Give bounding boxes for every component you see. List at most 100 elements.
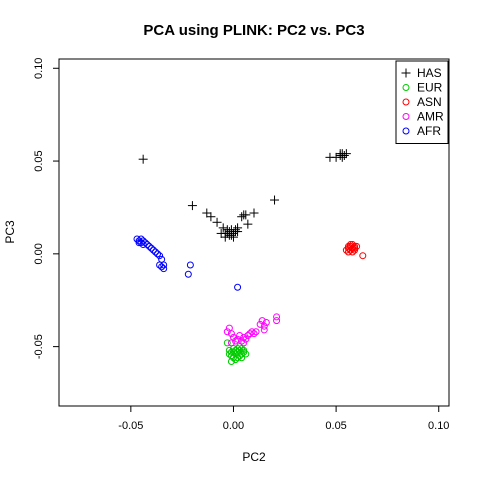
point-afr-10 [154, 250, 162, 258]
legend-label-asn: ASN [417, 95, 442, 109]
point-has-5 [218, 223, 228, 233]
point-eur-16 [227, 357, 235, 365]
y-tick-label-1: 0.00 [33, 243, 45, 264]
point-has-24 [243, 219, 253, 229]
point-asn-0 [342, 246, 350, 254]
legend-label-amr: AMR [417, 110, 444, 124]
point-amr-2 [227, 330, 235, 338]
point-afr-14 [158, 263, 166, 271]
point-amr-15 [262, 318, 270, 326]
point-amr-1 [223, 328, 231, 336]
point-afr-16 [160, 261, 168, 269]
x-tick-label-0: -0.05 [118, 420, 143, 432]
x-axis: -0.05 0.00 0.05 0.10 [118, 406, 449, 432]
point-has-3 [206, 212, 216, 222]
point-amr-19 [248, 328, 256, 336]
series-has [138, 149, 351, 242]
point-asn-6 [349, 244, 357, 252]
point-afr-8 [149, 246, 157, 254]
point-asn-14 [359, 252, 367, 260]
point-afr-6 [145, 242, 153, 250]
x-axis-label: PC2 [242, 450, 266, 464]
legend-label-has: HAS [417, 66, 442, 80]
point-eur-5 [229, 348, 237, 356]
point-has-0 [138, 154, 148, 164]
point-asn-13 [353, 242, 361, 250]
y-axis-label: PC3 [3, 220, 17, 244]
series-afr [133, 235, 242, 291]
point-has-14 [224, 230, 234, 240]
point-amr-8 [244, 331, 252, 339]
point-has-19 [228, 232, 238, 242]
y-tick-label-3: 0.10 [33, 58, 45, 79]
point-amr-14 [260, 322, 268, 330]
point-eur-12 [238, 350, 246, 358]
point-has-20 [233, 223, 243, 233]
point-has-15 [220, 228, 230, 238]
point-amr-7 [242, 335, 250, 343]
point-amr-9 [246, 330, 254, 338]
x-tick-label-1: 0.00 [223, 420, 244, 432]
point-has-4 [212, 217, 222, 227]
point-afr-9 [151, 248, 159, 256]
point-afr-3 [139, 237, 147, 245]
point-has-1 [187, 201, 197, 211]
legend-label-eur: EUR [417, 81, 443, 95]
point-eur-11 [240, 346, 248, 354]
point-has-32 [337, 152, 347, 162]
data-points [133, 149, 367, 365]
x-tick-label-3: 0.10 [428, 420, 449, 432]
point-afr-17 [135, 239, 143, 247]
point-afr-13 [156, 261, 164, 269]
point-afr-21 [186, 261, 194, 269]
plot-area-frame [58, 58, 450, 407]
point-has-2 [202, 208, 212, 218]
point-eur-18 [234, 344, 242, 352]
legend-marker-eur [402, 84, 410, 91]
point-afr-15 [160, 265, 168, 273]
legend-marker-amr [402, 113, 410, 120]
point-afr-5 [143, 241, 151, 249]
point-has-31 [339, 150, 349, 160]
point-afr-20 [184, 270, 192, 278]
point-amr-10 [250, 330, 258, 338]
point-asn-7 [351, 246, 359, 254]
point-asn-12 [351, 244, 359, 252]
point-has-21 [237, 212, 247, 222]
point-amr-22 [238, 337, 246, 345]
point-has-26 [270, 195, 280, 205]
point-has-25 [249, 208, 259, 218]
legend-marker-asn [402, 98, 410, 106]
legend-marker-afr [402, 127, 410, 135]
point-asn-9 [346, 241, 354, 249]
point-amr-23 [240, 339, 248, 347]
x-tick-label-2: 0.05 [325, 420, 346, 432]
point-eur-14 [234, 354, 242, 362]
point-has-23 [241, 210, 251, 220]
point-eur-17 [232, 346, 240, 354]
point-amr-20 [227, 339, 235, 347]
point-amr-12 [256, 320, 264, 328]
series-asn [342, 241, 367, 260]
legend-label-afr: AFR [417, 124, 441, 138]
point-has-34 [335, 149, 345, 159]
point-afr-7 [147, 244, 155, 252]
point-afr-1 [135, 237, 143, 245]
y-tick-label-0: -0.05 [33, 334, 45, 359]
point-eur-13 [236, 352, 244, 360]
point-eur-0 [223, 339, 231, 347]
y-axis: -0.05 0.00 0.05 0.10 [33, 58, 59, 359]
series-amr [223, 313, 281, 347]
point-asn-10 [349, 248, 357, 256]
point-eur-21 [227, 348, 235, 356]
legend-box [395, 60, 449, 144]
point-amr-11 [252, 328, 260, 336]
point-eur-22 [238, 354, 246, 362]
point-afr-11 [156, 252, 164, 260]
point-afr-0 [133, 235, 141, 243]
point-amr-4 [234, 335, 242, 343]
point-has-18 [226, 225, 236, 235]
point-amr-18 [273, 317, 281, 325]
